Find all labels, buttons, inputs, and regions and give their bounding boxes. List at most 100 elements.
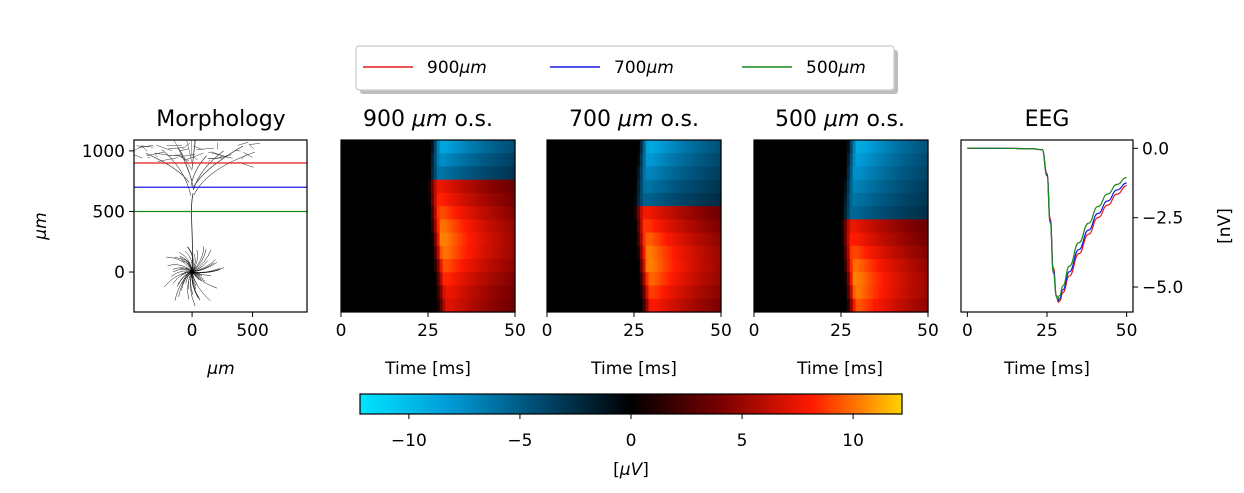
heatmap-cell <box>878 140 883 154</box>
basal-dendrite <box>190 271 196 307</box>
heatmap-cell <box>849 219 854 234</box>
heatmap-cell <box>651 245 655 260</box>
heatmap-cell <box>660 140 664 154</box>
heatmap-cell <box>494 140 499 154</box>
heatmap-cell <box>904 232 909 247</box>
heatmap-cell <box>674 245 679 260</box>
apical-branch <box>193 151 256 196</box>
heatmap-cell <box>448 259 452 273</box>
heatmap-cell <box>893 166 897 181</box>
heatmap-cell <box>843 285 848 300</box>
heatmap-cell <box>430 245 435 260</box>
heatmap-cell <box>636 192 641 207</box>
heatmap-cell <box>459 219 464 234</box>
heatmap-cell <box>488 232 493 247</box>
heatmap-cell <box>881 298 886 313</box>
heatmap-cell <box>506 206 510 220</box>
heatmap-cell <box>494 192 499 207</box>
heatmap-cell <box>645 153 650 168</box>
heatmap-cell <box>899 245 903 260</box>
heatmap-cell <box>471 140 475 154</box>
heatmap-cell <box>910 272 915 287</box>
heatmap-cell <box>686 219 690 234</box>
heatmap-cell <box>509 219 513 234</box>
heatmap-cell <box>442 272 446 287</box>
heatmap-cell <box>497 285 502 300</box>
heatmap-cell <box>471 219 475 234</box>
heatmap-cell <box>468 179 473 194</box>
heatmap-cell <box>668 206 673 220</box>
heatmap-cell <box>680 298 684 313</box>
heatmap-cell <box>503 219 507 234</box>
heatmap-cell <box>709 298 713 313</box>
heatmap-cell <box>480 153 484 168</box>
eeg-frame <box>960 139 1134 313</box>
heatmap-cell <box>864 285 868 300</box>
heatmap-cell <box>468 166 473 181</box>
heatmap-cell <box>864 153 868 168</box>
heatmap-cell <box>642 232 647 247</box>
tuft-segment <box>138 144 154 149</box>
heatmap-cell <box>674 298 679 313</box>
heatmap-cell <box>657 206 661 220</box>
heatmap-cell <box>686 153 690 168</box>
heatmap-cell <box>919 232 923 247</box>
heatmap-cell <box>668 192 673 207</box>
heatmap-cell <box>700 153 705 168</box>
heatmap-cell <box>648 153 652 168</box>
heatmap-cell <box>471 259 475 273</box>
heatmap-cell <box>648 140 652 154</box>
heatmap-cell <box>870 298 874 313</box>
heatmap-cell <box>488 166 493 181</box>
heatmap-cell <box>671 166 676 181</box>
heatmap-cell <box>462 259 467 273</box>
colorbar-gradient <box>359 393 903 415</box>
heatmap-cell <box>459 298 464 313</box>
heatmap-cell <box>660 232 664 247</box>
heatmap-cell <box>677 259 681 273</box>
heatmap-cell <box>875 140 880 154</box>
heatmap-cell <box>503 259 507 273</box>
heatmap-cell <box>855 285 859 300</box>
heatmap-cell <box>465 153 470 168</box>
heatmap-cell <box>445 179 449 194</box>
heatmap-cell <box>442 140 446 154</box>
heatmap-cell <box>459 179 464 194</box>
colorbar-tick-label: −10 <box>391 431 427 451</box>
heatmap-cell <box>471 166 475 181</box>
heatmap-cell <box>904 140 909 154</box>
heatmap-cell <box>439 298 444 313</box>
x-tick-label: 0 <box>962 321 973 341</box>
heatmap-cell <box>843 192 848 207</box>
heatmap-cell <box>483 298 487 313</box>
heatmap-cell <box>491 140 496 154</box>
heatmap-cell <box>471 206 475 220</box>
heatmap-cell <box>665 219 670 234</box>
heatmap-cell <box>858 245 862 260</box>
heatmap-cell <box>480 285 484 300</box>
heatmap-cell <box>636 298 641 313</box>
heatmap-cell <box>665 259 670 273</box>
heatmap-cell <box>870 206 874 220</box>
heatmap-cell <box>875 206 880 220</box>
heatmap-cell <box>486 298 490 313</box>
heatmap-cell <box>899 298 903 313</box>
heatmap-cell <box>430 192 435 207</box>
heatmap-cell <box>480 272 484 287</box>
heatmap-cell <box>697 219 702 234</box>
heatmap-cell <box>448 166 452 181</box>
heatmap-cell <box>509 153 513 168</box>
heatmap-cell <box>448 245 452 260</box>
heatmap-cell <box>916 219 920 234</box>
heatmap-cell <box>689 232 693 247</box>
heatmap-cell <box>875 259 880 273</box>
heatmap-cell <box>855 219 859 234</box>
heatmap-cell <box>890 192 894 207</box>
heatmap-cell <box>861 206 865 220</box>
heatmap-cell <box>494 153 499 168</box>
eeg-trace <box>967 147 1127 301</box>
heatmap-cell <box>665 285 670 300</box>
y-tick-label: −2.5 <box>1142 209 1183 229</box>
heatmap-cell <box>852 298 857 313</box>
heatmap-cell <box>636 272 641 287</box>
